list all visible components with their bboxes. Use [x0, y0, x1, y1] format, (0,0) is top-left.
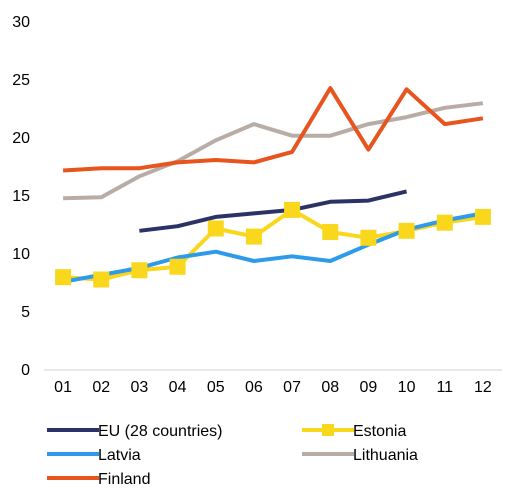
series-1-marker-4 — [207, 220, 224, 237]
series-1-marker-1 — [93, 271, 110, 288]
legend-label-3: Lithuania — [353, 447, 418, 464]
x-tick-label-5: 06 — [245, 379, 263, 396]
y-tick-label-0: 0 — [21, 362, 30, 379]
legend-item-4: Finland — [47, 471, 150, 488]
series-1-marker-7 — [322, 223, 339, 240]
series-1-marker-6 — [284, 201, 301, 218]
legend-label-2: Latvia — [98, 447, 141, 464]
x-tick-label-2: 03 — [131, 379, 149, 396]
series-lines — [62, 86, 484, 284]
y-tick-label-1: 5 — [21, 304, 30, 321]
series-line-4 — [62, 86, 484, 173]
series-1-marker-0 — [55, 269, 72, 286]
series-1-marker-9 — [398, 222, 415, 239]
x-tick-label-7: 08 — [321, 379, 339, 396]
series-1-marker-5 — [245, 228, 262, 245]
x-axis-ticks: 01 02 03 04 05 06 07 08 09 10 11 12 — [54, 379, 492, 396]
series-1-marker-2 — [131, 262, 148, 279]
legend-item-1: Estonia — [302, 423, 406, 440]
series-1-marker-11 — [474, 208, 491, 225]
legend-label-1: Estonia — [353, 423, 406, 440]
series-line-0 — [139, 189, 408, 233]
series-1-marker-8 — [360, 229, 377, 246]
legend-label-4: Finland — [98, 471, 150, 488]
x-tick-label-1: 02 — [92, 379, 110, 396]
x-tick-label-3: 04 — [169, 379, 187, 396]
y-tick-label-5: 25 — [12, 72, 30, 89]
y-axis-ticks: 0 5 10 15 20 25 30 — [12, 14, 30, 379]
x-tick-label-8: 09 — [360, 379, 378, 396]
x-tick-label-6: 07 — [283, 379, 301, 396]
series-line-3 — [63, 101, 484, 201]
x-tick-label-9: 10 — [398, 379, 416, 396]
x-tick-label-10: 11 — [436, 379, 453, 396]
legend: EU (28 countries) Estonia Latvia Lithuania F… — [47, 423, 418, 488]
legend-item-2: Latvia — [47, 447, 141, 464]
series-markers — [55, 201, 491, 288]
legend-label-0: EU (28 countries) — [98, 423, 223, 440]
legend-item-0: EU (28 countries) — [47, 423, 223, 440]
y-tick-label-3: 15 — [12, 188, 30, 205]
legend-marker-1 — [322, 424, 334, 436]
y-tick-label-4: 20 — [12, 130, 30, 147]
series-1-marker-10 — [436, 214, 453, 231]
x-tick-label-11: 12 — [474, 379, 492, 396]
y-tick-label-2: 10 — [12, 246, 30, 263]
series-1-marker-3 — [169, 258, 186, 275]
x-tick-label-0: 01 — [54, 379, 72, 396]
legend-item-3: Lithuania — [302, 447, 418, 464]
y-tick-label-6: 30 — [12, 14, 30, 31]
x-tick-label-4: 05 — [207, 379, 225, 396]
